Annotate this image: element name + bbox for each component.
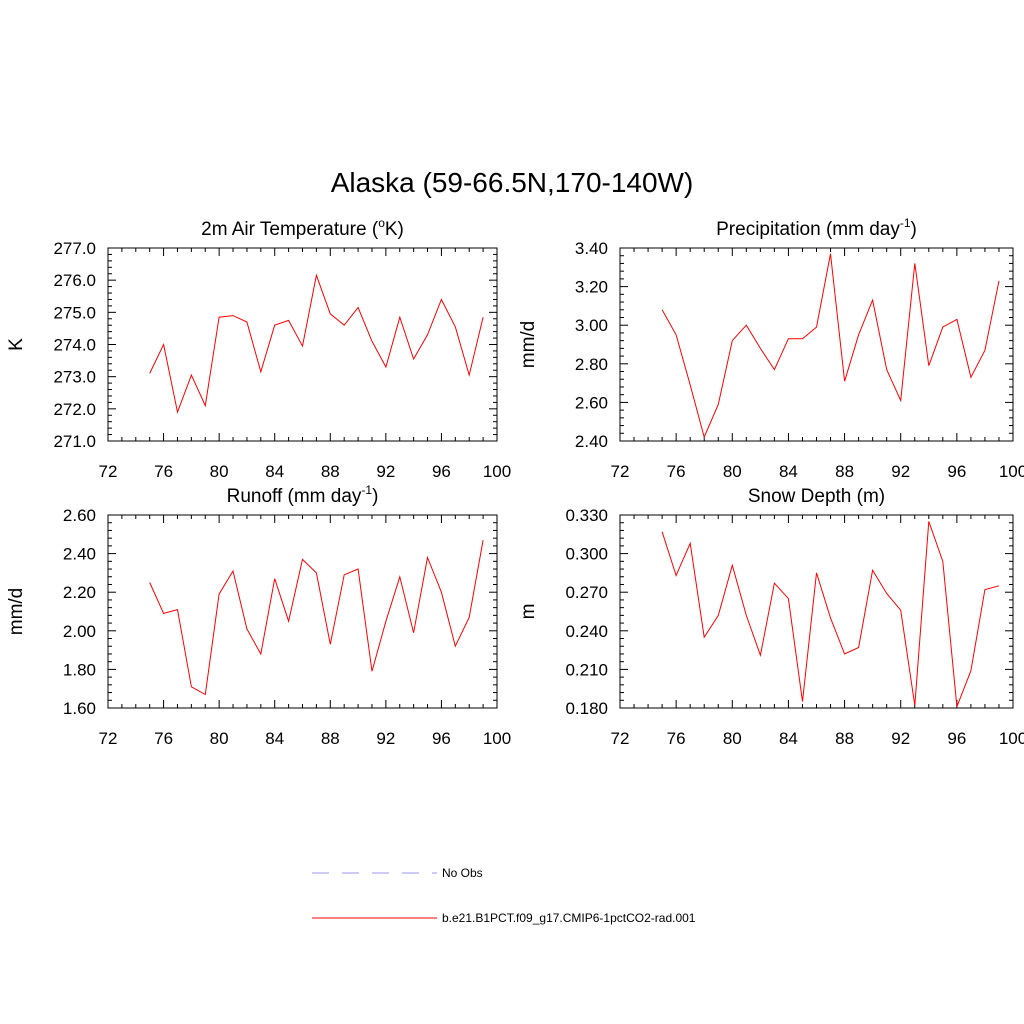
panel-title-tail: ) xyxy=(911,219,917,240)
panel-title-text: 2m Air Temperature ( xyxy=(201,219,379,240)
y-axis-label-snow-depth: m xyxy=(518,604,539,620)
series-line-snow-depth xyxy=(661,521,1000,707)
panel-title-superscript: -1 xyxy=(361,483,372,497)
y-tick-label: 272.0 xyxy=(53,400,96,419)
x-tick-label: 96 xyxy=(432,729,451,748)
y-axis-label-air-temperature: K xyxy=(6,338,27,351)
x-tick-label: 84 xyxy=(265,462,284,481)
y-tick-label: 275.0 xyxy=(53,303,96,322)
y-tick-label: 0.240 xyxy=(565,622,608,641)
x-tick-label: 88 xyxy=(835,729,854,748)
legend-label-no-obs: No Obs xyxy=(442,866,483,880)
panel-air-temperature: 2m Air Temperature (oK) K 72 76 80 84 88 92 96 10… xyxy=(6,216,511,481)
x-tick-label: 100 xyxy=(483,462,511,481)
panel-snow-depth: Snow Depth (m) m 72 76 80 84 88 92 96 100 0.180 0.2… xyxy=(518,486,1024,748)
y-tick-label: 0.270 xyxy=(565,583,608,602)
panel-precipitation: Precipitation (mm day-1) mm/d 72 76 80 84 88 92… xyxy=(518,216,1024,481)
y-axis-label-precipitation: mm/d xyxy=(518,321,539,369)
y-tick-label: 2.20 xyxy=(63,583,96,602)
x-tick-label: 88 xyxy=(321,729,340,748)
y-tick-label: 0.180 xyxy=(565,699,608,718)
y-tick-label: 274.0 xyxy=(53,336,96,355)
y-tick-label: 277.0 xyxy=(53,239,96,258)
x-tick-label: 80 xyxy=(723,729,742,748)
series-line-runoff xyxy=(149,540,484,696)
y-tick-label: 273.0 xyxy=(53,368,96,387)
x-tick-label: 100 xyxy=(483,729,511,748)
plot-frame xyxy=(107,514,498,709)
y-tick-label: 2.00 xyxy=(63,622,96,641)
x-tick-label: 96 xyxy=(947,729,966,748)
y-axis-label-runoff: mm/d xyxy=(6,588,27,636)
panel-title-snow-depth: Snow Depth (m) xyxy=(748,486,885,507)
y-tick-label: 2.80 xyxy=(575,355,608,374)
x-tick-label: 92 xyxy=(891,729,910,748)
x-tick-label: 84 xyxy=(779,729,798,748)
x-tick-label: 76 xyxy=(667,729,686,748)
main-title: Alaska (59-66.5N,170-140W) xyxy=(331,167,694,198)
y-tick-label: 0.300 xyxy=(565,545,608,564)
panel-title-precipitation: Precipitation (mm day-1) xyxy=(716,216,917,240)
x-tick-label: 84 xyxy=(265,729,284,748)
x-tick-label: 92 xyxy=(376,462,395,481)
y-tick-label: 3.00 xyxy=(575,316,608,335)
x-tick-label: 88 xyxy=(321,462,340,481)
panel-title-runoff: Runoff (mm day-1) xyxy=(227,483,379,507)
panels: 2m Air Temperature (oK) K 72 76 80 84 88 92 96 10… xyxy=(6,216,1024,748)
x-tick-label: 72 xyxy=(611,462,630,481)
panel-title-tail: K) xyxy=(385,219,404,240)
y-tick-label: 0.330 xyxy=(565,506,608,525)
y-tick-label: 3.40 xyxy=(575,239,608,258)
y-tick-label: 271.0 xyxy=(53,432,96,451)
legend-label-model: b.e21.B1PCT.f09_g17.CMIP6-1pctCO2-rad.00… xyxy=(442,911,696,925)
panel-title-superscript: -1 xyxy=(900,216,911,230)
series-line-precipitation xyxy=(661,253,1000,439)
x-tick-label: 76 xyxy=(154,462,173,481)
y-tick-label: 276.0 xyxy=(53,271,96,290)
y-tick-label: 0.210 xyxy=(565,660,608,679)
y-tick-label: 1.80 xyxy=(63,660,96,679)
x-tick-label: 96 xyxy=(947,462,966,481)
panel-title-superscript: o xyxy=(378,216,385,230)
y-tick-label: 1.60 xyxy=(63,699,96,718)
x-tick-label: 72 xyxy=(99,462,118,481)
panel-title-tail: ) xyxy=(372,486,378,507)
panel-title-text: Snow Depth (m) xyxy=(748,486,885,507)
panel-title-air-temperature: 2m Air Temperature (oK) xyxy=(201,216,404,240)
x-tick-label: 92 xyxy=(376,729,395,748)
y-tick-label: 2.60 xyxy=(575,393,608,412)
x-tick-label: 80 xyxy=(723,462,742,481)
panel-title-text: Runoff (mm day xyxy=(227,486,362,507)
legend: No Obs b.e21.B1PCT.f09_g17.CMIP6-1pctCO2… xyxy=(312,866,696,925)
x-tick-label: 72 xyxy=(611,729,630,748)
x-tick-label: 80 xyxy=(210,729,229,748)
x-tick-label: 92 xyxy=(891,462,910,481)
x-tick-label: 96 xyxy=(432,462,451,481)
x-tick-label: 76 xyxy=(154,729,173,748)
y-tick-label: 2.60 xyxy=(63,506,96,525)
series-line-air-temperature xyxy=(149,273,484,414)
panel-runoff: Runoff (mm day-1) mm/d 72 76 80 84 88 92 96 100 1.… xyxy=(6,483,511,748)
x-tick-label: 80 xyxy=(210,462,229,481)
x-tick-label: 76 xyxy=(667,462,686,481)
x-tick-label: 84 xyxy=(779,462,798,481)
y-tick-label: 3.20 xyxy=(575,278,608,297)
x-tick-label: 88 xyxy=(835,462,854,481)
x-tick-label: 100 xyxy=(999,729,1024,748)
panel-title-text: Precipitation (mm day xyxy=(716,219,900,240)
y-tick-label: 2.40 xyxy=(575,432,608,451)
y-tick-label: 2.40 xyxy=(63,545,96,564)
x-tick-label: 100 xyxy=(999,462,1024,481)
x-tick-label: 72 xyxy=(99,729,118,748)
